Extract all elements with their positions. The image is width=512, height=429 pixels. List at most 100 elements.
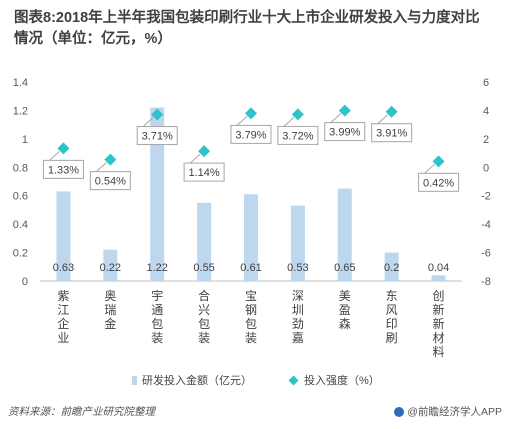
callout-leader <box>236 116 248 126</box>
bar <box>290 205 305 281</box>
callout-leader <box>142 117 154 127</box>
y-right-tick-label: -4 <box>481 219 491 231</box>
bar-value-label: 0.61 <box>240 262 261 274</box>
category-label-char: 通 <box>151 303 163 317</box>
callout-box <box>136 126 178 146</box>
callout-box <box>418 172 460 192</box>
bar <box>431 275 446 281</box>
legend-item-bar: 研发投入金额（亿元） <box>132 372 252 388</box>
category-label-char: 劲 <box>292 317 304 331</box>
intensity-label: 3.71% <box>142 131 173 143</box>
intensity-marker <box>432 155 445 168</box>
legend-bar-swatch <box>132 375 137 385</box>
bar <box>244 194 258 281</box>
intensity-marker <box>57 142 70 155</box>
category-label-char: 宇 <box>151 289 163 303</box>
category-label-char: 美 <box>339 289 351 303</box>
bar <box>337 188 352 281</box>
intensity-marker <box>198 145 211 158</box>
y-right-tick-label: -2 <box>481 191 491 203</box>
legend-marker-label: 投入强度（%） <box>304 375 380 387</box>
category-label-char: 包 <box>151 317 163 331</box>
legend-item-marker: 投入强度（%） <box>288 372 380 388</box>
y-right-tick-label: -6 <box>481 248 491 260</box>
legend-diamond-swatch <box>288 375 299 385</box>
brand-credit: @前瞻经济学人APP <box>394 404 502 419</box>
callout-leader <box>189 153 201 164</box>
bar <box>103 249 118 281</box>
brand-text: @前瞻经济学人APP <box>407 406 502 418</box>
y-right-tick-label: 6 <box>483 77 489 89</box>
intensity-label: 3.99% <box>329 127 360 139</box>
category-label-char: 东 <box>386 289 398 303</box>
y-right-tick-label: 0 <box>483 162 489 174</box>
category-label-char: 紫 <box>57 289 69 303</box>
intensity-marker <box>245 107 257 120</box>
callout-leader <box>95 162 107 172</box>
category-label-char: 业 <box>57 331 69 345</box>
category-label-char: 江 <box>57 303 69 317</box>
bar-value-label: 0.22 <box>100 262 121 274</box>
category-label-char: 创 <box>433 289 445 303</box>
category-label-char: 奥 <box>104 289 116 303</box>
bar <box>197 202 212 281</box>
category-label-char: 印 <box>386 317 398 331</box>
y-left-tick-label: 0 <box>22 276 28 288</box>
callout-leader <box>377 114 389 125</box>
callout-box <box>324 122 366 142</box>
bar <box>384 252 399 281</box>
category-label-char: 深 <box>292 289 304 303</box>
category-label-char: 兴 <box>198 303 210 317</box>
bar-value-label: 0.65 <box>334 262 355 274</box>
intensity-marker <box>291 108 304 121</box>
intensity-label: 1.33% <box>48 164 79 176</box>
y-left-tick-label: 0.2 <box>13 248 28 260</box>
category-label-char: 金 <box>104 316 116 331</box>
y-left-tick-label: 1.4 <box>13 77 28 89</box>
intensity-label: 3.79% <box>235 129 266 141</box>
callout-leader <box>283 117 295 127</box>
intensity-label: 3.72% <box>282 130 313 142</box>
brand-logo-icon <box>394 406 405 417</box>
bar-value-label: 0.2 <box>384 262 399 274</box>
source-note: 资料来源：前瞻产业研究院整理 <box>8 406 155 418</box>
intensity-marker <box>385 105 398 118</box>
intensity-label: 1.14% <box>189 167 220 179</box>
y-left-tick-label: 0.4 <box>13 219 28 231</box>
category-label-char: 材 <box>433 331 445 345</box>
category-label-char: 宝 <box>245 289 257 303</box>
chart-title: 图表8:2018年上半年我国包装印刷行业十大上市企业研发投入与力度对比情况（单位… <box>14 10 480 47</box>
y-right-tick-label: 4 <box>483 105 489 117</box>
intensity-label: 0.42% <box>423 177 454 189</box>
callout-box <box>277 125 319 145</box>
bar-value-label: 1.22 <box>147 262 168 274</box>
bar-value-label: 0.04 <box>428 262 449 274</box>
callout-box <box>371 123 413 143</box>
bar-value-label: 0.53 <box>287 262 308 274</box>
category-label-char: 森 <box>339 316 351 331</box>
callout-box <box>42 159 84 179</box>
category-label-char: 包 <box>198 317 210 331</box>
category-label-char: 企 <box>57 316 69 331</box>
callout-leader <box>330 113 342 123</box>
category-label-char: 钢 <box>245 303 257 317</box>
intensity-label: 3.91% <box>376 128 407 140</box>
callout-box <box>230 124 272 144</box>
y-left-tick-label: 1 <box>22 134 28 146</box>
category-label-char: 新 <box>433 302 445 317</box>
intensity-marker <box>151 108 164 121</box>
category-label-char: 合 <box>198 288 210 303</box>
callout-leader <box>424 163 435 174</box>
bar-value-label: 0.55 <box>193 262 214 274</box>
y-left-tick-label: 0.6 <box>13 191 28 203</box>
y-right-tick-label: 2 <box>483 134 489 146</box>
category-label-char: 圳 <box>292 303 304 317</box>
category-label-char: 装 <box>198 331 210 345</box>
category-label-char: 新 <box>433 316 445 331</box>
category-label-char: 装 <box>151 331 163 345</box>
category-label-char: 包 <box>245 317 257 331</box>
category-label-char: 料 <box>433 345 445 359</box>
y-left-tick-label: 0.8 <box>13 162 28 174</box>
intensity-label: 0.54% <box>95 176 126 188</box>
